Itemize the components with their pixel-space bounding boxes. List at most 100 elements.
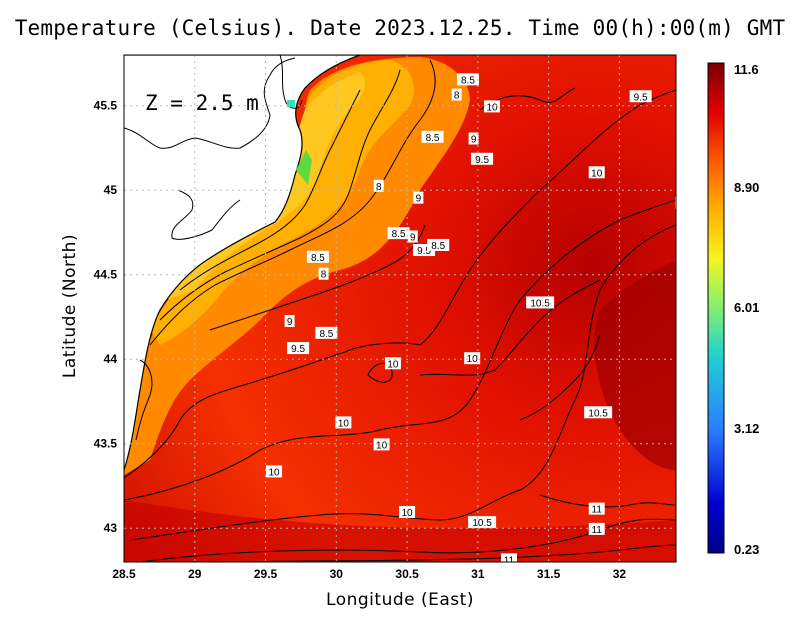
contour-label-bg [526,296,555,309]
x-tick-label: 28.5 [112,567,136,581]
contour-label: 8.5 [461,75,475,86]
contour-label-bg [468,132,479,145]
contour-label: 9 [287,317,293,328]
contour-label-bg [318,267,329,280]
cold-spot [287,100,295,107]
contour-label: 11 [592,525,603,536]
x-tick-label: 29 [188,567,202,581]
contour-label: 9.5 [291,344,305,355]
contour-label: 10 [402,508,414,519]
shelf-water [124,57,470,475]
contour-label-bg [413,244,436,257]
y-tick-label: 45.5 [94,99,118,113]
contour-label-bg [629,90,652,103]
contour-label-bg [306,250,329,263]
contour-label: 10 [338,418,350,429]
y-axis-label: Latitude (North) [60,233,80,379]
x-axis-ticks: 28.5 29 29.5 30 30.5 31 31.5 32 [112,567,626,581]
map-title: Temperature (Celsius). Date 2023.12.25. … [14,16,786,40]
contour-label-bg [588,502,605,515]
y-tick-label: 45 [104,183,118,197]
contour-label: 10 [268,467,280,478]
colorbar [707,62,725,554]
contour-label-bg [315,326,338,339]
coldest-water [165,72,366,300]
green-spot [296,150,312,185]
southern-warm-band [124,500,676,562]
contour-label-bg [373,438,390,451]
contour-label-bg [471,152,494,165]
y-axis-ticks: 43 43.5 44 44.5 45 45.5 [94,99,118,536]
colorbar-label: 6.01 [734,300,759,315]
inland-line-4 [135,359,153,441]
gridlines [124,55,676,562]
contour-label-bg [500,553,517,562]
contour-label: 10 [376,440,388,451]
contour-label: 9 [410,233,416,244]
contour-label-bg [468,516,497,529]
coastline [124,55,361,471]
contour-label: 8.5 [392,229,406,240]
x-tick-label: 29.5 [254,567,278,581]
contour-label: 10.5 [472,518,492,529]
contour-label: 9 [416,194,422,205]
contour-label: 10 [387,359,399,370]
y-tick-label: 44 [104,352,118,366]
x-tick-label: 30 [330,567,344,581]
contour-label-bg [284,315,295,328]
warm-core [594,260,676,470]
contour-label-bg [407,230,418,243]
colorbar-label: 11.6 [734,62,759,77]
y-tick-label: 43 [104,521,118,535]
inland-line-2 [171,189,241,240]
contour-label-bg [484,100,500,113]
contour-label: 9.5 [475,155,489,166]
contour-label-bg [335,416,352,429]
contour-label-bg [387,227,410,240]
contour-label-bg [413,191,424,204]
colorbar-ticks: 11.6 8.90 6.01 3.12 0.23 [734,62,759,557]
contour-label-bg [584,406,613,419]
contour-label: 8 [376,182,382,193]
contour-label-bg [427,238,450,251]
contour-label: 8.5 [319,329,333,340]
contour-label: 8.5 [311,253,325,264]
x-tick-label: 30.5 [395,567,419,581]
inland-line-3 [279,55,303,109]
contour-label: 9.5 [634,92,648,103]
contour-label-bg [456,73,479,86]
plot-frame [123,54,677,563]
contour-label: 10.5 [588,408,608,419]
colorbar-label: 8.90 [734,180,759,195]
x-tick-label: 31.5 [537,567,561,581]
contour-label: 8.5 [426,133,440,144]
contour-label-bg [464,352,481,365]
contour-label-bg [287,342,310,355]
contour-label: 10 [486,102,498,113]
contour-label: 9 [471,135,477,146]
contour-labels: 8.58109.58.599.58109118.599.58.58.5810.5… [266,73,689,566]
contour-label-bg [588,522,605,535]
x-axis-label: Longitude (East) [326,590,474,610]
contour-label-bg [384,357,401,370]
contour-label-bg [451,88,462,101]
y-tick-label: 43.5 [94,437,118,451]
x-tick-label: 32 [613,567,627,581]
x-tick-label: 31 [471,567,485,581]
depth-label: Z = 2.5 m [145,91,259,115]
contour-label-bg [266,465,283,478]
contour-label: 8.5 [431,241,445,252]
contour-label: 11 [678,199,689,210]
contour-label-bg [675,196,676,209]
contour-label-bg [588,166,605,179]
contour-label-bg [421,130,444,143]
y-tick-label: 44.5 [94,268,118,282]
contour-label: 10.5 [530,298,550,309]
colorbar-label: 0.23 [734,542,759,557]
contour-label: 8 [454,91,460,102]
inland-line-1 [124,57,296,149]
contour-label: 10 [591,168,603,179]
contour-label: 11 [592,505,603,516]
contour-label: 11 [504,555,515,566]
